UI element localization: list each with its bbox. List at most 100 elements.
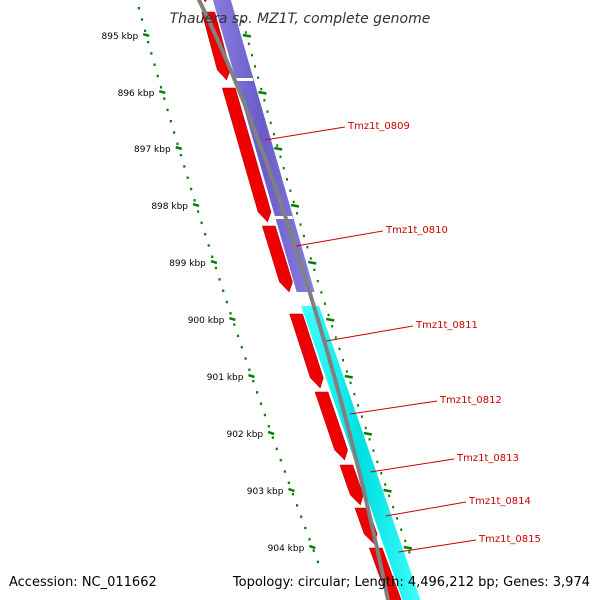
ruler-dot (271, 436, 274, 439)
ruler-dot (263, 413, 267, 417)
gene-label[interactable]: Tmz1t_0815 (478, 534, 541, 545)
tick-label: 897 kbp (134, 145, 171, 155)
ruler-dot (211, 255, 214, 258)
ruler-dot (250, 53, 253, 57)
ruler-dot (312, 549, 315, 552)
ruler-dot (183, 165, 186, 168)
ruler-dot (248, 368, 251, 371)
ruler-dot (353, 392, 356, 396)
ruler-dot (229, 312, 232, 315)
ruler-dot (400, 528, 403, 531)
gene-leader-line (264, 126, 346, 141)
gene-leader-line (385, 501, 467, 517)
gene-label[interactable]: Tmz1t_0810 (385, 225, 448, 236)
tick-label: 895 kbp (102, 32, 139, 42)
ruler-dot (207, 244, 210, 247)
ruler-dot (257, 76, 260, 79)
ruler-dot (345, 370, 348, 373)
ruler-dot (292, 200, 295, 204)
gene-label[interactable]: Tmz1t_0809 (347, 121, 410, 132)
accession-text: Accession: NC_011662 (9, 575, 157, 590)
ruler-dot (204, 233, 207, 236)
track-gap (232, 78, 254, 81)
tick-label: 903 kbp (247, 487, 284, 497)
ruler-dot (349, 381, 352, 384)
track-gap (272, 216, 294, 219)
ruler-dot (169, 120, 172, 123)
tick-label: 904 kbp (268, 544, 305, 554)
ruler-dot (396, 517, 399, 520)
ruler-dot (153, 63, 156, 66)
gene-label[interactable]: Tmz1t_0813 (456, 453, 519, 464)
ruler-dot (247, 42, 250, 45)
major-tick (242, 33, 252, 38)
major-tick (210, 259, 218, 265)
gene-leader-line (370, 458, 455, 473)
ruler-dot (279, 459, 282, 462)
major-tick (258, 90, 267, 95)
cds-arrow (201, 11, 231, 81)
major-tick (308, 260, 317, 265)
ruler-dot (388, 494, 391, 497)
ruler-dot (150, 52, 153, 55)
ruler-dot (327, 313, 330, 317)
ruler-dot (392, 505, 395, 509)
ruler-dot (193, 199, 196, 202)
tick-label: 898 kbp (151, 202, 188, 212)
ruler-dot (295, 504, 299, 507)
ruler-dot (306, 246, 309, 249)
cds-arrow (203, 0, 207, 3)
ruler-dot (156, 74, 159, 78)
ruler-dot (287, 481, 290, 484)
ruler-dot (186, 176, 189, 179)
cds-arrow (339, 464, 364, 506)
ruler-dot (190, 187, 193, 191)
ruler-dot (236, 334, 240, 338)
ruler-dot (331, 325, 334, 328)
ruler-dot (244, 31, 247, 34)
feature-tracks (201, 0, 421, 600)
ruler-dot (244, 357, 247, 360)
ruler-dot (259, 402, 263, 405)
ruler-dot (241, 20, 244, 23)
ruler-dot (342, 359, 345, 362)
ruler-dot (252, 379, 255, 383)
ruler-dot (267, 425, 270, 428)
major-tick (308, 544, 316, 550)
tick-label: 901 kbp (207, 373, 244, 383)
ruler-dot (143, 29, 147, 32)
kbp-ruler (137, 7, 413, 564)
ruler-dot (283, 470, 286, 473)
cds-arrow (314, 391, 348, 461)
map-title: Thauera sp. MZ1T, complete genome (170, 11, 431, 27)
ruler-dot (384, 483, 387, 486)
ruler-dot (316, 279, 319, 283)
gene-label[interactable]: Tmz1t_0814 (468, 496, 531, 507)
ruler-dot (372, 449, 375, 452)
gene-label[interactable]: Tmz1t_0812 (439, 395, 502, 406)
ruler-dot (300, 515, 303, 518)
ruler-dot (256, 391, 259, 394)
ruler-dot (364, 426, 367, 430)
ruler-dot (254, 65, 257, 68)
ruler-dot (376, 460, 379, 464)
ruler-dot (173, 131, 176, 134)
ruler-dot (320, 291, 323, 294)
ruler-dot (286, 178, 289, 181)
ruler-dot (260, 87, 263, 91)
ruler-dot (272, 133, 275, 136)
ruler-dot (214, 266, 217, 270)
ruler-dot (296, 212, 299, 215)
ruler-dot (240, 346, 243, 349)
ruler-dot (308, 538, 311, 541)
gene-leader-line (326, 325, 414, 342)
gene-label[interactable]: Tmz1t_0811 (415, 320, 478, 331)
major-tick (363, 431, 373, 436)
gene-leader-line (350, 400, 438, 415)
ruler-dot (163, 97, 166, 100)
ruler-dot (279, 155, 282, 158)
ruler-dot (299, 223, 302, 226)
ruler-dot (338, 347, 341, 351)
major-tick (175, 145, 183, 151)
